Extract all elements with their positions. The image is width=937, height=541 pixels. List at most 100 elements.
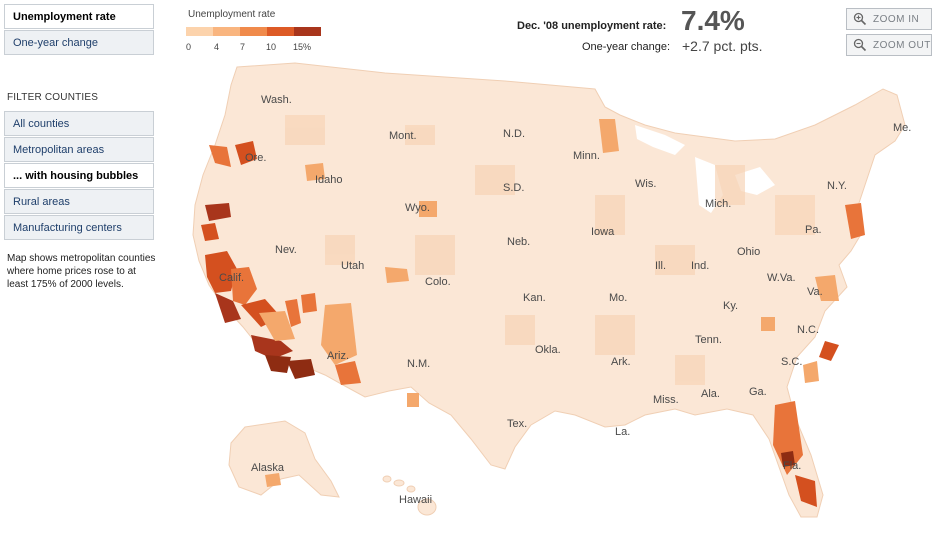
filter-note: Map shows metropolitan counties where ho… — [7, 253, 156, 290]
county-highlight — [845, 203, 865, 239]
county-highlight — [819, 341, 839, 361]
alaska-highlight — [265, 473, 281, 487]
county-highlight — [205, 251, 237, 293]
state-label-okla: Okla. — [535, 344, 561, 356]
state-label-la: La. — [615, 426, 630, 438]
state-label-ny: N.Y. — [827, 180, 847, 192]
filter-manufacturing-centers[interactable]: Manufacturing centers — [4, 215, 154, 240]
state-label-nev: Nev. — [275, 244, 297, 256]
county-highlight — [259, 311, 295, 341]
state-label-ala: Ala. — [701, 388, 720, 400]
county-highlight — [301, 293, 317, 313]
filter-metropolitan-areas[interactable]: Metropolitan areas — [4, 137, 154, 162]
filter-rural-areas[interactable]: Rural areas — [4, 189, 154, 214]
legend-title: Unemployment rate — [188, 9, 276, 20]
county-highlight — [201, 223, 219, 241]
state-label-fla: Fla. — [783, 460, 801, 472]
county-highlight — [761, 317, 775, 331]
state-label-ill: Ill. — [655, 260, 666, 272]
legend-tick: 0 — [186, 42, 192, 52]
state-label-ind: Ind. — [691, 260, 709, 272]
rate-label: Dec. '08 unemployment rate: — [517, 20, 667, 32]
county-highlight — [815, 275, 839, 301]
legend-swatch-2 — [213, 27, 240, 36]
state-label-miss: Miss. — [653, 394, 679, 406]
county-highlight — [235, 141, 257, 165]
state-label-ga: Ga. — [749, 386, 767, 398]
highlighted-counties — [201, 119, 865, 507]
state-label-wash: Wash. — [261, 94, 292, 106]
state-label-nc: N.C. — [797, 324, 819, 336]
state-label-wis: Wis. — [635, 178, 656, 190]
state-label-nm: N.M. — [407, 358, 430, 370]
zoom-out-button[interactable]: ZOOM OUT — [846, 34, 932, 56]
county-highlight — [803, 361, 819, 383]
legend-ticks: 0 4 7 10 15% — [186, 42, 326, 54]
county-highlight — [231, 267, 257, 305]
state-label-mont: Mont. — [389, 130, 417, 142]
county-highlight — [419, 201, 437, 217]
county-highlight — [265, 355, 291, 373]
state-label-colo: Colo. — [425, 276, 451, 288]
state-label-me: Me. — [893, 122, 911, 134]
state-labels: Wash. Ore. Idaho Mont. Wyo. N.D. S.D. Mi… — [219, 94, 911, 506]
state-label-va: Va. — [807, 286, 823, 298]
alaska-shape — [228, 420, 340, 498]
county-highlight — [385, 267, 409, 283]
county-highlight — [599, 119, 619, 153]
county-highlight — [285, 299, 301, 327]
state-label-tenn: Tenn. — [695, 334, 722, 346]
county-highlight — [215, 293, 241, 323]
filter-counties-heading: FILTER COUNTIES — [7, 92, 99, 103]
state-label-idaho: Idaho — [315, 174, 343, 186]
state-label-pa: Pa. — [805, 224, 822, 236]
legend-tick: 7 — [240, 42, 246, 52]
change-label: One-year change: — [582, 41, 671, 53]
state-label-neb: Neb. — [507, 236, 530, 248]
legend-tick: 15% — [293, 42, 312, 52]
state-label-wyo: Wyo. — [405, 202, 430, 214]
state-label-calif: Calif. — [219, 272, 244, 284]
county-texture — [285, 115, 815, 385]
state-label-ariz: Ariz. — [327, 350, 349, 362]
state-label-wva: W.Va. — [767, 272, 796, 284]
rate-value: 7.4% — [681, 5, 745, 36]
legend-color-bar — [186, 27, 321, 36]
legend-swatch-1 — [186, 27, 213, 36]
county-highlight — [205, 203, 231, 221]
tab-one-year-change[interactable]: One-year change — [4, 30, 154, 55]
hawaii-shape — [382, 475, 437, 516]
state-label-minn: Minn. — [573, 150, 600, 162]
state-label-ohio: Ohio — [737, 246, 760, 258]
state-label-alaska: Alaska — [251, 462, 285, 474]
change-value: +2.7 pct. pts. — [682, 38, 763, 54]
zoom-in-button[interactable]: ZOOM IN — [846, 8, 932, 30]
state-label-iowa: Iowa — [591, 226, 615, 238]
tab-unemployment-rate[interactable]: Unemployment rate — [4, 4, 154, 29]
state-label-sd: S.D. — [503, 182, 524, 194]
county-highlight — [795, 475, 817, 507]
state-label-utah: Utah — [341, 260, 364, 272]
us-county-map[interactable]: Wash. Ore. Idaho Mont. Wyo. N.D. S.D. Mi… — [175, 55, 935, 535]
legend-swatch-3 — [240, 27, 267, 36]
filter-housing-bubbles[interactable]: ... with housing bubbles — [4, 163, 154, 188]
legend-swatch-5 — [294, 27, 321, 36]
state-label-mich: Mich. — [705, 198, 731, 210]
filter-all-counties[interactable]: All counties — [4, 111, 154, 136]
state-label-tex: Tex. — [507, 418, 527, 430]
state-label-kan: Kan. — [523, 292, 546, 304]
zoom-in-label: ZOOM IN — [873, 13, 920, 25]
county-highlight — [287, 359, 315, 379]
state-label-ore: Ore. — [245, 152, 266, 164]
county-highlight — [781, 451, 795, 467]
zoom-out-icon — [853, 38, 867, 52]
legend-tick: 10 — [266, 42, 277, 52]
county-highlight — [321, 303, 357, 365]
legend-tick: 4 — [214, 42, 220, 52]
state-label-nd: N.D. — [503, 128, 525, 140]
state-label-ky: Ky. — [723, 300, 738, 312]
great-lakes-shape — [635, 125, 775, 213]
legend-swatch-4 — [267, 27, 294, 36]
county-highlight — [305, 163, 325, 181]
county-highlight — [407, 393, 419, 407]
